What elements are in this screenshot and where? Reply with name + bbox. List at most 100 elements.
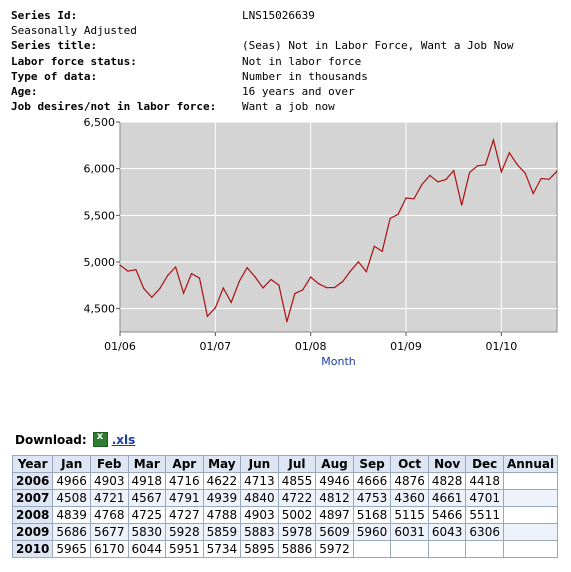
data-point	[318, 283, 320, 285]
table-cell: 4716	[165, 472, 204, 490]
data-point	[175, 266, 177, 268]
table-cell: 4725	[127, 506, 167, 524]
table-cell: 6044	[127, 540, 167, 558]
table-cell: 4713	[240, 472, 279, 490]
table-cell: 4897	[315, 506, 354, 524]
data-point	[119, 264, 121, 266]
xls-download-link[interactable]: .xls	[111, 432, 136, 447]
table-cell: 4418	[465, 472, 504, 490]
column-header: Sep	[352, 455, 392, 473]
series-info-row: Labor force status: Not in labor force	[11, 54, 514, 69]
data-point	[389, 217, 391, 220]
series-info-row: Series Id: LNS15026639	[11, 8, 514, 23]
table-cell: 5895	[240, 540, 279, 558]
series-info-label: Seasonally Adjusted	[11, 24, 137, 38]
y-tick-label: 6,500	[84, 116, 116, 129]
table-cell: 6306	[465, 523, 504, 541]
data-point	[532, 192, 534, 195]
column-header: Aug	[315, 455, 354, 473]
data-point	[159, 288, 161, 290]
table-cell: 5830	[127, 523, 167, 541]
table-cell: 4876	[390, 472, 429, 490]
column-header: Jan	[52, 455, 91, 473]
table-cell: 4721	[89, 489, 129, 507]
data-point	[357, 261, 359, 263]
table-row: 2008 4839 4768 4725 4727 4788 4903 5002 4897 5168…	[11, 506, 559, 524]
table-cell: 4508	[52, 489, 91, 507]
data-point	[333, 286, 336, 289]
data-point	[238, 280, 240, 283]
series-info-row: Age: 16 years and over	[11, 84, 514, 99]
data-point	[469, 171, 471, 173]
row-year: 2009	[11, 523, 54, 541]
row-year: 2008	[11, 506, 54, 524]
series-info-row: Job desires/not in labor force: Want a jo…	[11, 99, 514, 114]
x-tick-label: 01/06	[104, 340, 136, 353]
data-point	[262, 287, 264, 289]
data-point	[429, 174, 431, 176]
column-header: Mar	[127, 455, 167, 473]
column-header: Annual	[502, 455, 559, 473]
data-point	[127, 270, 129, 272]
x-tick-label: 01/10	[486, 340, 518, 353]
download-bar: Download: .xls	[15, 431, 136, 447]
table-cell: 4828	[427, 472, 467, 490]
data-point	[445, 178, 447, 181]
table-cell	[427, 540, 467, 558]
excel-icon[interactable]	[92, 431, 108, 447]
data-point	[167, 274, 169, 277]
row-year: 2006	[11, 472, 54, 490]
data-point	[182, 292, 185, 294]
y-tick-label: 6,000	[84, 163, 116, 176]
column-header: May	[202, 455, 242, 473]
x-tick-label: 01/08	[295, 340, 327, 353]
table-cell: 4839	[52, 506, 91, 524]
data-point	[310, 276, 312, 278]
table-cell: 5965	[52, 540, 91, 558]
table-cell	[502, 523, 559, 541]
data-point	[246, 267, 248, 269]
plot-area	[119, 121, 558, 333]
data-point	[524, 172, 526, 174]
table-cell: 6031	[390, 523, 429, 541]
table-cell: 4791	[165, 489, 204, 507]
series-info-value: (Seas) Not in Labor Force, Want a Job No…	[242, 39, 514, 53]
data-point	[151, 296, 153, 298]
x-tick-label: 01/07	[199, 340, 231, 353]
data-point	[349, 270, 352, 272]
series-info-value: Number in thousands	[242, 69, 368, 83]
y-tick-label: 5,500	[84, 209, 116, 222]
table-header-row: Year Jan Feb Mar Apr May Jun Jul Aug Sep Oct Nov Dec…	[11, 455, 559, 473]
table-cell: 5951	[165, 540, 204, 558]
data-table: Year Jan Feb Mar Apr May Jun Jul Aug Sep Oct Nov Dec…	[11, 455, 559, 558]
column-header: Dec	[465, 455, 504, 473]
download-label: Download:	[15, 432, 87, 447]
data-point	[143, 287, 145, 290]
table-cell: 4788	[202, 506, 242, 524]
table-cell	[502, 506, 559, 524]
table-body: 2006 4966 4903 4918 4716 4622 4713 4855 4946 4666…	[11, 472, 559, 558]
table-cell: 4666	[352, 472, 392, 490]
row-year: 2010	[11, 540, 54, 558]
data-point	[302, 289, 304, 291]
data-point	[476, 165, 479, 167]
data-point	[214, 307, 216, 309]
data-point	[421, 183, 423, 186]
data-point	[508, 152, 510, 154]
table-cell: 4722	[277, 489, 317, 507]
data-point	[437, 181, 439, 183]
table-cell: 5886	[277, 540, 317, 558]
series-info-label: Labor force status:	[11, 54, 137, 68]
data-point	[484, 164, 487, 166]
table-row: 2009 5686 5677 5830 5928 5859 5883 5978 5609 5960…	[11, 523, 559, 541]
data-point	[206, 315, 208, 317]
table-cell: 5677	[89, 523, 129, 541]
table-cell: 4840	[240, 489, 279, 507]
y-tick-label: 4,500	[84, 303, 116, 316]
table-cell	[502, 472, 559, 490]
data-point	[325, 287, 328, 289]
table-cell: 4903	[240, 506, 279, 524]
table-cell: 4753	[352, 489, 392, 507]
table-cell	[465, 540, 504, 558]
series-info-label: Job desires/not in labor force:	[11, 100, 217, 114]
